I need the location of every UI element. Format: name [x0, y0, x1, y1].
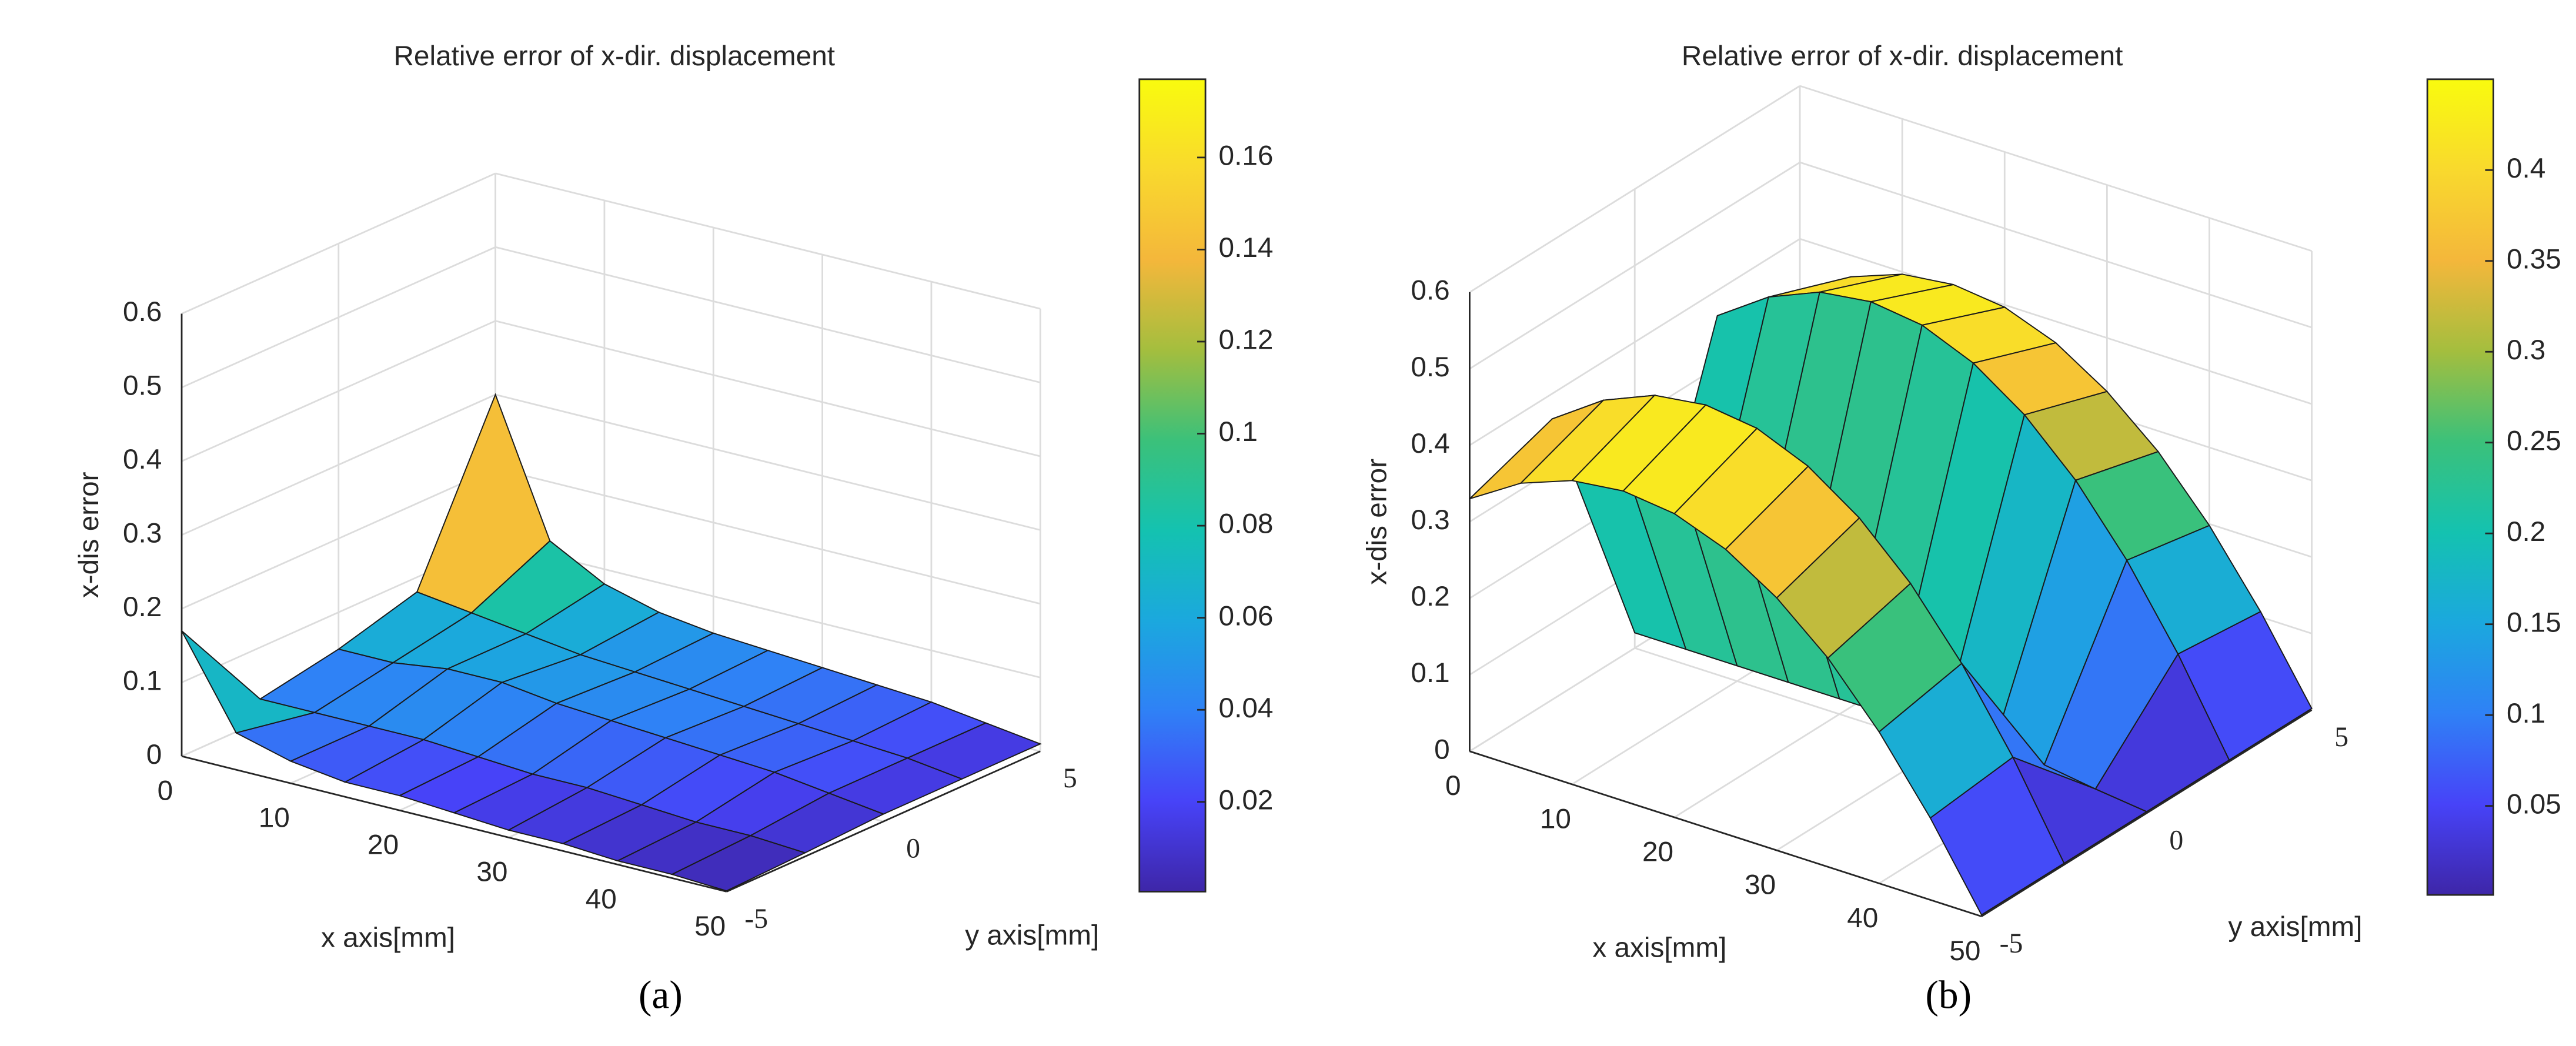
x-tick-label: 50 — [1949, 935, 1980, 967]
colorbar — [1138, 78, 1207, 893]
x-tick-label: 10 — [1540, 803, 1571, 834]
y-tick-label: 0 — [2169, 825, 2183, 856]
colorbar-tick-label: 0.4 — [2507, 153, 2545, 184]
x-tick-label: 30 — [1745, 870, 1776, 901]
grid-line — [1799, 85, 2313, 252]
x-axis-line — [1469, 750, 1982, 917]
z-tick-label: 0.4 — [123, 444, 162, 475]
surface-face — [670, 835, 807, 892]
x-tick-label: 0 — [1445, 770, 1461, 801]
x-tick-label: 10 — [259, 803, 290, 834]
z-tick-label: 0.2 — [123, 591, 162, 623]
y-axis-line — [726, 750, 1041, 893]
z-axis-label: x-dis error — [1362, 459, 1393, 585]
grid-line — [1799, 161, 2313, 329]
x-tick-label: 50 — [694, 911, 726, 942]
colorbar-tick-label: 0.3 — [2507, 335, 2545, 366]
x-tick-label: 0 — [158, 776, 173, 807]
colorbar-tick-label: 0.04 — [1219, 693, 1274, 724]
z-tick-label: 0.1 — [1411, 657, 1449, 689]
chart-title: Relative error of x-dir. displacement — [1682, 41, 2123, 72]
x-tick-label: 20 — [367, 830, 399, 861]
panel-label: (a) — [639, 973, 683, 1017]
colorbar-tick-label: 0.1 — [2507, 698, 2545, 729]
x-tick-label: 20 — [1642, 836, 1673, 867]
grid-line — [495, 541, 1041, 679]
z-tick-label: 0.5 — [123, 370, 162, 402]
y-tick-label: 5 — [1063, 763, 1077, 794]
z-tick-label: 0.6 — [1411, 275, 1449, 306]
colorbar-tick-label: 0.12 — [1219, 325, 1274, 356]
colorbar-tick-label: 0.15 — [2507, 607, 2561, 638]
y-axis-line — [1981, 709, 2313, 917]
x-axis-label: x axis[mm] — [1592, 932, 1726, 963]
y-tick-label: 0 — [906, 833, 920, 864]
panel-label: (b) — [1926, 973, 1972, 1017]
colorbar — [2426, 78, 2494, 896]
y-tick-label: 5 — [2334, 721, 2348, 753]
grid-line — [1799, 238, 2313, 405]
x-axis-label: x axis[mm] — [321, 922, 455, 953]
x-tick-label: 40 — [586, 884, 617, 915]
y-tick-label: -5 — [744, 903, 768, 934]
colorbar-tick-label: 0.16 — [1219, 140, 1274, 171]
grid-line — [495, 246, 1041, 383]
z-tick-label: 0.2 — [1411, 581, 1449, 612]
z-tick-label: 0.3 — [1411, 504, 1449, 536]
z-tick-label: 0.5 — [1411, 352, 1449, 383]
z-tick-label: 0.6 — [123, 296, 162, 327]
x-axis-line — [181, 755, 727, 893]
z-tick-label: 0.1 — [123, 665, 162, 696]
z-tick-label: 0 — [146, 739, 162, 770]
grid-line — [495, 393, 1041, 531]
y-axis-label: y axis[mm] — [2228, 911, 2363, 943]
x-tick-label: 30 — [476, 857, 507, 888]
grid-line — [495, 467, 1041, 605]
colorbar-tick-label: 0.06 — [1219, 600, 1274, 631]
colorbar-tick-label: 0.25 — [2507, 425, 2561, 456]
colorbar-tick-label: 0.2 — [2507, 516, 2545, 547]
y-tick-label: -5 — [2000, 928, 2023, 959]
y-axis-label: y axis[mm] — [965, 920, 1099, 951]
x-tick-label: 40 — [1847, 903, 1878, 934]
chart-title: Relative error of x-dir. displacement — [393, 41, 835, 72]
colorbar-tick-label: 0.02 — [1219, 784, 1274, 816]
z-tick-label: 0.4 — [1411, 428, 1449, 459]
z-axis-label: x-dis error — [73, 472, 105, 598]
grid-line — [495, 172, 1041, 310]
colorbar-tick-label: 0.1 — [1219, 416, 1258, 447]
colorbar-tick-label: 0.05 — [2507, 788, 2561, 820]
colorbar-tick-label: 0.08 — [1219, 509, 1274, 540]
colorbar-tick-label: 0.35 — [2507, 243, 2561, 275]
surface-face — [1929, 756, 2065, 916]
z-tick-label: 0.3 — [123, 517, 162, 549]
colorbar-tick-label: 0.14 — [1219, 232, 1274, 263]
grid-line — [495, 320, 1041, 457]
z-tick-label: 0 — [1434, 734, 1450, 765]
